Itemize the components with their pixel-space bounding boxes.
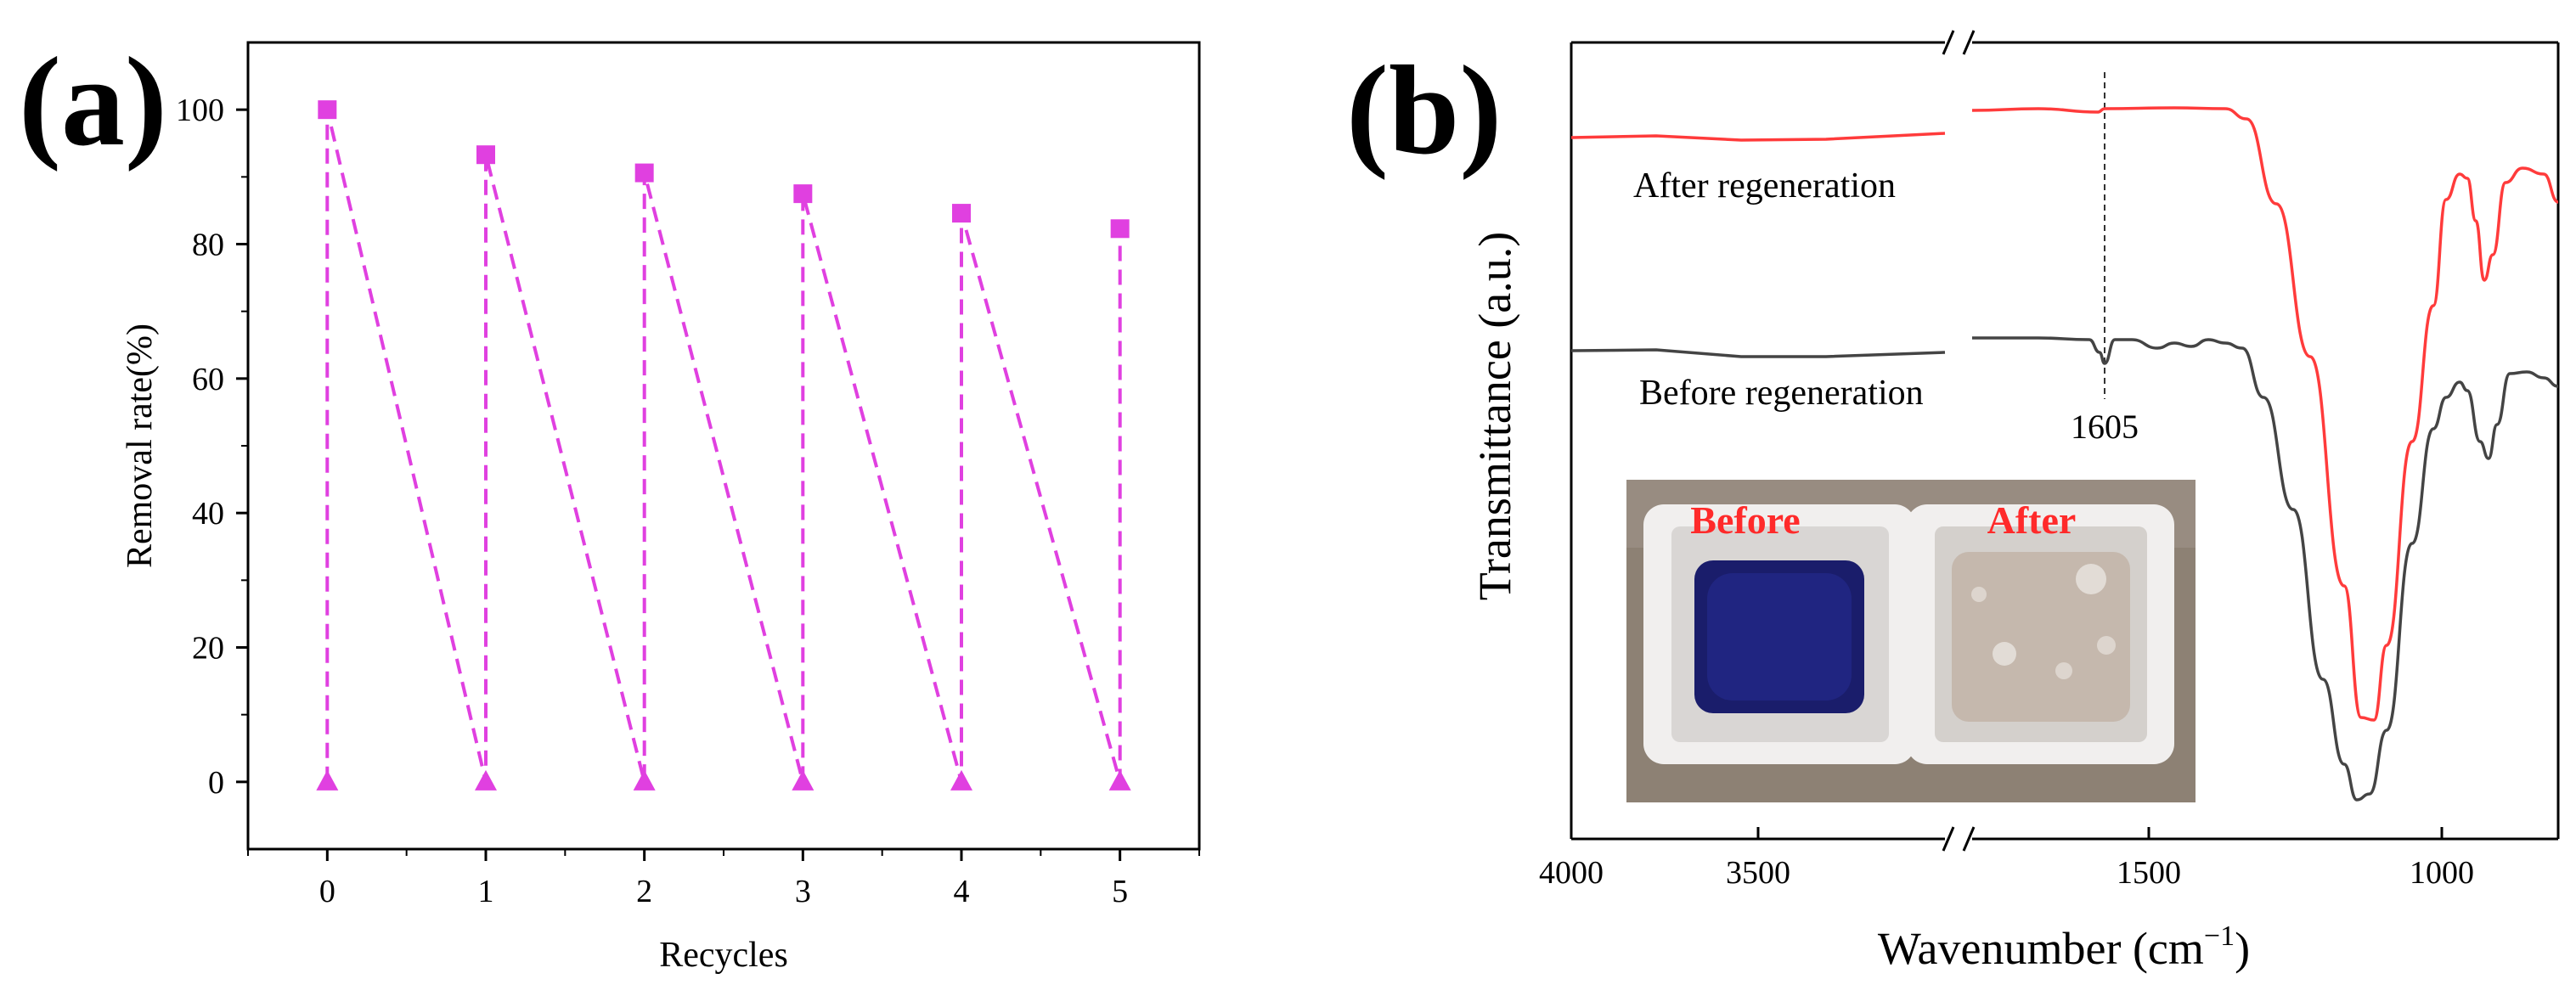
peak-1605-label: 1605 xyxy=(2071,408,2139,446)
chart-a: 0 20 40 60 80 100 0 1 2 3 4 5 Recycles Removal rat… xyxy=(121,41,1201,975)
recycle-dashed-line xyxy=(325,109,1122,783)
chart-a-frame xyxy=(246,41,1201,851)
chart-a-x-label: Recycles xyxy=(659,936,788,975)
y-tick-label: 40 xyxy=(192,496,224,532)
triangle-marker xyxy=(475,769,497,791)
chart-a-y-axis: 0 20 40 60 80 100 xyxy=(176,93,248,801)
chart-b-y-label: Transmittance (a.u.) xyxy=(1469,232,1520,600)
triangle-marker xyxy=(316,769,339,791)
after-regeneration-spectrum xyxy=(1570,106,2559,722)
square-marker xyxy=(318,100,337,120)
y-tick-label: 20 xyxy=(192,631,224,667)
chart-b: 4000 3500 1500 1000 1605 After regeneration… xyxy=(1469,30,2560,974)
square-marker xyxy=(952,204,971,223)
crucible-before xyxy=(1643,504,1915,764)
triangle-marker xyxy=(1108,769,1131,791)
x-tick-label: 3500 xyxy=(1726,855,1790,891)
y-tick-label: 60 xyxy=(192,362,224,397)
legend-before-regeneration: Before regeneration xyxy=(1639,374,1924,413)
inset-after-label: After xyxy=(1987,498,2077,542)
crucible-after xyxy=(1907,504,2174,764)
legend-after-regeneration: After regeneration xyxy=(1633,166,1896,205)
x-tick-label: 1 xyxy=(478,874,494,909)
x-tick-label: 1000 xyxy=(2410,855,2474,891)
x-tick-label: 3 xyxy=(795,874,811,909)
y-tick-label: 100 xyxy=(176,93,224,128)
chart-a-series-lines xyxy=(325,109,1122,783)
chart-a-markers xyxy=(316,100,1131,791)
chart-a-x-axis: 0 1 2 3 4 5 xyxy=(247,849,1200,909)
triangle-marker xyxy=(792,769,815,791)
x-tick-label: 0 xyxy=(319,874,335,909)
chart-b-x-axis: 4000 3500 1500 1000 xyxy=(1539,827,2474,891)
inset-photo: Before After xyxy=(1626,480,2196,802)
y-tick-label: 80 xyxy=(192,228,224,263)
panel-a-label: (a) xyxy=(19,31,167,172)
axis-break-bottom xyxy=(1942,826,1976,852)
before-regeneration-spectrum xyxy=(1570,336,2559,802)
panel-b-label: (b) xyxy=(1346,40,1502,181)
triangle-marker xyxy=(950,769,972,791)
square-marker xyxy=(1110,219,1130,239)
square-marker xyxy=(634,163,654,183)
square-marker xyxy=(476,145,495,165)
square-marker xyxy=(793,184,813,204)
x-tick-label: 5 xyxy=(1112,874,1128,909)
inset-before-label: Before xyxy=(1690,498,1800,542)
axis-break-top xyxy=(1942,30,1976,55)
chart-a-y-label: Removal rate(%) xyxy=(121,324,160,568)
triangle-marker xyxy=(633,769,656,791)
x-tick-label: 4000 xyxy=(1539,855,1604,891)
chart-b-x-label: Wavenumber (cm−1) xyxy=(1878,920,2250,974)
y-tick-label: 0 xyxy=(208,765,224,801)
x-tick-label: 4 xyxy=(954,874,970,909)
x-tick-label: 2 xyxy=(636,874,652,909)
x-tick-label: 1500 xyxy=(2117,855,2181,891)
